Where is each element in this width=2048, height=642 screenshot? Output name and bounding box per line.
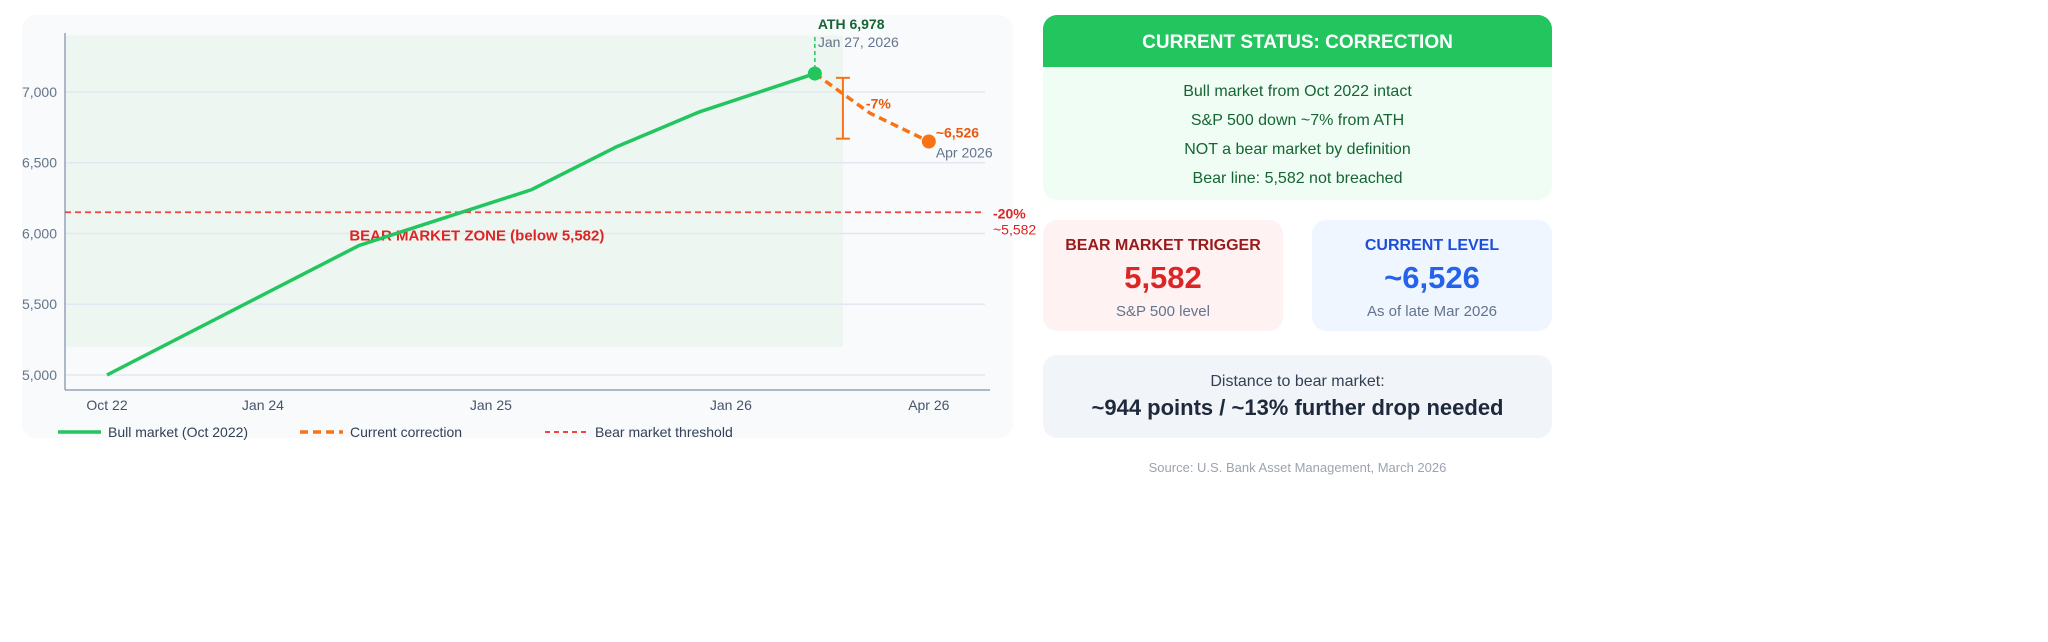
trigger-value: 5,582 [1124, 260, 1202, 295]
legend-label: Bull market (Oct 2022) [108, 424, 248, 440]
bear-zone-label: BEAR MARKET ZONE (below 5,582) [349, 227, 604, 244]
y-tick-label: 5,500 [22, 296, 57, 312]
current-level-sub: As of late Mar 2026 [1366, 303, 1498, 320]
x-tick-label: Jan 24 [242, 397, 284, 413]
status-line: NOT a bear market by definition [1184, 141, 1411, 158]
legend-label: Bear market threshold [595, 424, 733, 440]
threshold-pct-label: -20% [993, 205, 1026, 221]
distance-card: Distance to bear market: ~944 points / ~… [1043, 355, 1552, 438]
y-tick-label: 5,000 [22, 367, 57, 383]
status-line: Bear line: 5,582 not breached [1192, 170, 1403, 187]
x-tick-label: Jan 25 [470, 397, 512, 413]
status-line: S&P 500 down ~7% from ATH [1190, 112, 1405, 129]
trigger-sub: S&P 500 level [1116, 303, 1210, 320]
current-level-title: CURRENT LEVEL [1364, 237, 1500, 254]
y-tick-label: 6,500 [22, 155, 57, 171]
y-tick-label: 6,000 [22, 225, 57, 241]
status-title: CURRENT STATUS: CORRECTION [1043, 15, 1552, 67]
drawdown-label: -7% [866, 95, 891, 111]
current-point [921, 134, 936, 149]
x-tick-label: Apr 26 [908, 397, 949, 413]
status-line: Bull market from Oct 2022 intact [1183, 83, 1412, 100]
x-tick-label: Jan 26 [710, 397, 752, 413]
bear-trigger-card: BEAR MARKET TRIGGER 5,582 S&P 500 level [1043, 220, 1283, 331]
ath-date: Jan 27, 2026 [818, 34, 899, 50]
current-value-label: ~6,526 [936, 125, 979, 141]
sp500-chart: 5,000 5,500 6,000 6,500 7,000 Oct 22 Jan 24 Jan… [22, 16, 1036, 440]
current-level-card: CURRENT LEVEL ~6,526 As of late Mar 2026 [1312, 220, 1552, 331]
status-card: CURRENT STATUS: CORRECTION Bull market f… [1043, 15, 1552, 200]
bull-zone-shade [65, 35, 843, 347]
x-tick-label: Oct 22 [86, 397, 127, 413]
current-level-value: ~6,526 [1384, 260, 1480, 295]
legend-label: Current correction [350, 424, 462, 440]
ath-point [807, 66, 822, 81]
distance-label: Distance to bear market: [1210, 373, 1385, 390]
correction-line [813, 72, 930, 144]
ath-label: ATH 6,978 [818, 16, 885, 32]
distance-value: ~944 points / ~13% further drop needed [1091, 395, 1504, 420]
threshold-value-label: ~5,582 [993, 221, 1036, 237]
source-note: Source: U.S. Bank Asset Management, Marc… [1148, 460, 1447, 475]
y-tick-label: 7,000 [22, 84, 57, 100]
current-date-label: Apr 2026 [936, 145, 993, 161]
bull-market-line [106, 71, 816, 377]
trigger-title: BEAR MARKET TRIGGER [1065, 237, 1261, 254]
